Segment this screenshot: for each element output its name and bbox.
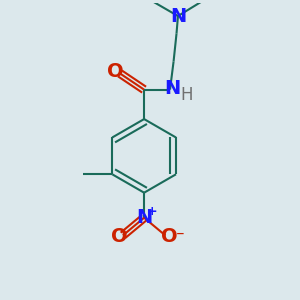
Text: O: O bbox=[160, 227, 177, 246]
Text: O: O bbox=[111, 227, 128, 246]
Text: N: N bbox=[170, 7, 186, 26]
Text: ⁻: ⁻ bbox=[176, 228, 184, 246]
Text: N: N bbox=[136, 208, 152, 227]
Text: +: + bbox=[146, 205, 157, 218]
Text: H: H bbox=[180, 86, 193, 104]
Text: N: N bbox=[164, 79, 181, 98]
Text: O: O bbox=[106, 62, 123, 82]
